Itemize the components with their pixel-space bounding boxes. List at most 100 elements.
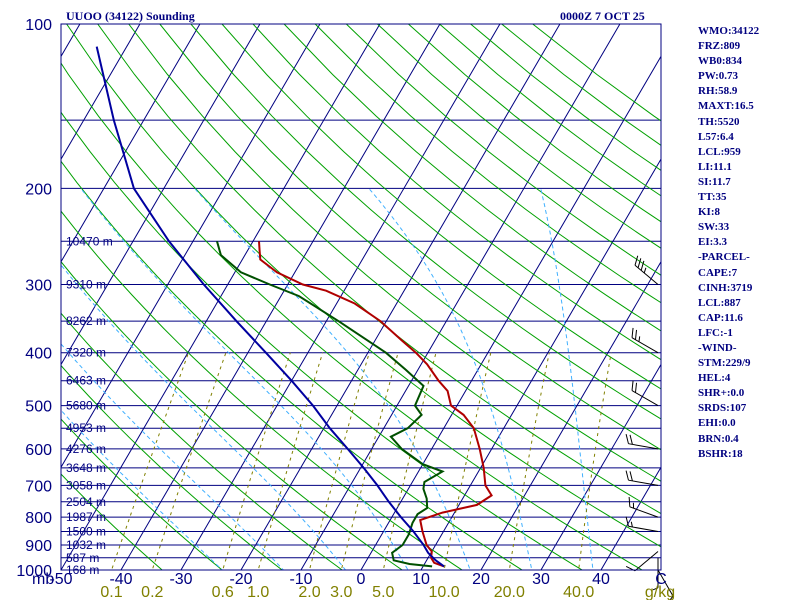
isotherm-line	[61, 24, 321, 469]
index-item: SI:11.7	[698, 175, 731, 188]
dry-adiabat-line	[159, 24, 661, 451]
height-level-label: 3058 m	[66, 478, 106, 492]
index-item: LI:11.1	[698, 160, 732, 173]
wind-barb-half-flag	[638, 336, 641, 342]
pressure-tick-label: 800	[25, 510, 52, 527]
isotherm-line	[480, 260, 661, 570]
index-item: EHI:0.0	[698, 417, 736, 430]
index-item: CAP:11.6	[698, 311, 743, 324]
index-item: LCL:959	[698, 145, 741, 158]
dry-adiabat-line	[221, 24, 661, 390]
dry-adiabat-line	[283, 24, 661, 332]
wind-barb-flag	[631, 380, 634, 391]
temperature-tick-label: 40	[592, 571, 610, 588]
dry-adiabat-line	[61, 473, 163, 570]
temperature-trace	[258, 241, 493, 568]
pressure-unit-label: mb	[32, 571, 54, 588]
pressure-tick-label: 300	[25, 278, 52, 295]
temperature-tick-label: -10	[289, 571, 312, 588]
mixing-ratio-label: 40.0	[563, 584, 594, 600]
mixing-ratio-label: 0.1	[100, 584, 122, 600]
moist-adiabat-line	[540, 188, 594, 570]
dry-adiabat-line	[61, 111, 584, 570]
temperature-tick-label: 30	[532, 571, 550, 588]
isotherm-line	[61, 24, 261, 366]
wind-barb-half-flag	[643, 267, 647, 274]
pressure-tick-label: 900	[25, 538, 52, 555]
wind-barb-flag	[625, 516, 629, 527]
pressure-tick-label: 700	[25, 478, 52, 495]
wind-barb-flag	[629, 434, 633, 445]
plot-frame	[60, 23, 662, 571]
wind-barb-flag	[631, 327, 634, 338]
temperature-tick-label: 0	[357, 571, 366, 588]
temperature-tick-label: C	[655, 571, 667, 588]
index-item: -WIND-	[698, 341, 737, 354]
wind-barb-flag	[625, 434, 629, 444]
wind-barb-flag	[637, 258, 642, 268]
index-item: -PARCEL-	[698, 251, 750, 264]
mixing-ratio-label: 5.0	[372, 584, 394, 600]
wind-barb-staff	[657, 569, 674, 597]
temperature-tick-label: 10	[412, 571, 430, 588]
mixing-ratio-label: 1.0	[247, 584, 269, 600]
pressure-tick-label: 1000	[16, 563, 52, 580]
wind-barb	[625, 434, 659, 450]
index-item: TT:35	[698, 191, 727, 204]
dry-adiabat-line	[61, 364, 283, 570]
pressure-tick-label: 500	[25, 399, 52, 416]
index-item: EI:3.3	[698, 236, 728, 249]
height-level-label: 2504 m	[66, 495, 106, 509]
mixing-ratio-label: 3.0	[330, 584, 352, 600]
dry-adiabat-line	[345, 24, 661, 276]
height-level-label: 6463 m	[66, 374, 106, 388]
moist-adiabat-line	[368, 188, 533, 570]
station-title: UUOO (34122) Sounding	[66, 9, 195, 23]
index-item: LFC:-1	[698, 326, 733, 339]
mixing-ratio-line	[443, 352, 492, 570]
wind-barb-flag	[634, 382, 638, 393]
mixing-ratio-label: 2.0	[298, 584, 320, 600]
isotherm-line	[61, 24, 381, 570]
isotherm-line	[180, 24, 501, 570]
height-level-label: 9310 m	[66, 278, 106, 292]
index-item: HEL:4	[698, 372, 731, 385]
wind-barb	[625, 516, 659, 532]
moist-adiabat-line	[61, 409, 223, 570]
isotherm-line	[240, 24, 561, 570]
isotherm-line	[61, 24, 201, 263]
wind-barb-half-flag	[630, 521, 633, 528]
pressure-tick-label: 100	[25, 17, 52, 34]
mixing-ratio-line	[111, 352, 189, 570]
sounding-time: 0000Z 7 OCT 25	[560, 9, 645, 23]
mixing-ratio-label: 0.6	[212, 584, 234, 600]
wind-barb	[628, 496, 659, 518]
index-item: BSHR:18	[698, 447, 743, 460]
index-item: L57:6.4	[698, 130, 734, 143]
mixing-ratio-unit-label: g/kg	[645, 584, 675, 600]
wind-barb	[625, 551, 659, 572]
index-item: SW:33	[698, 221, 730, 234]
index-item: CINH:3719	[698, 281, 753, 294]
dry-adiabat-line	[190, 24, 661, 420]
temperature-tick-label: -20	[229, 571, 252, 588]
mixing-ratio-label: 0.2	[141, 584, 163, 600]
mixing-ratio-line	[578, 352, 612, 570]
index-item: PW:0.73	[698, 70, 739, 83]
pressure-tick-label: 600	[25, 442, 52, 459]
index-item: LCL:887	[698, 296, 741, 309]
mixing-ratio-label: 20.0	[494, 584, 525, 600]
height-level-label: 4276 m	[66, 442, 106, 456]
dry-adiabat-line	[61, 160, 523, 570]
index-item: RH:58.9	[698, 85, 738, 98]
wind-barb-flag	[634, 329, 638, 340]
dry-adiabat-line	[61, 62, 644, 570]
isotherm-line	[420, 158, 661, 570]
mixing-ratio-line	[382, 352, 437, 570]
wind-barb-half-flag	[652, 587, 659, 591]
index-item: BRN:0.4	[698, 432, 739, 445]
height-level-label: 4953 m	[66, 421, 106, 435]
index-item: WMO:34122	[698, 25, 760, 37]
mixing-ratio-line	[340, 352, 399, 570]
